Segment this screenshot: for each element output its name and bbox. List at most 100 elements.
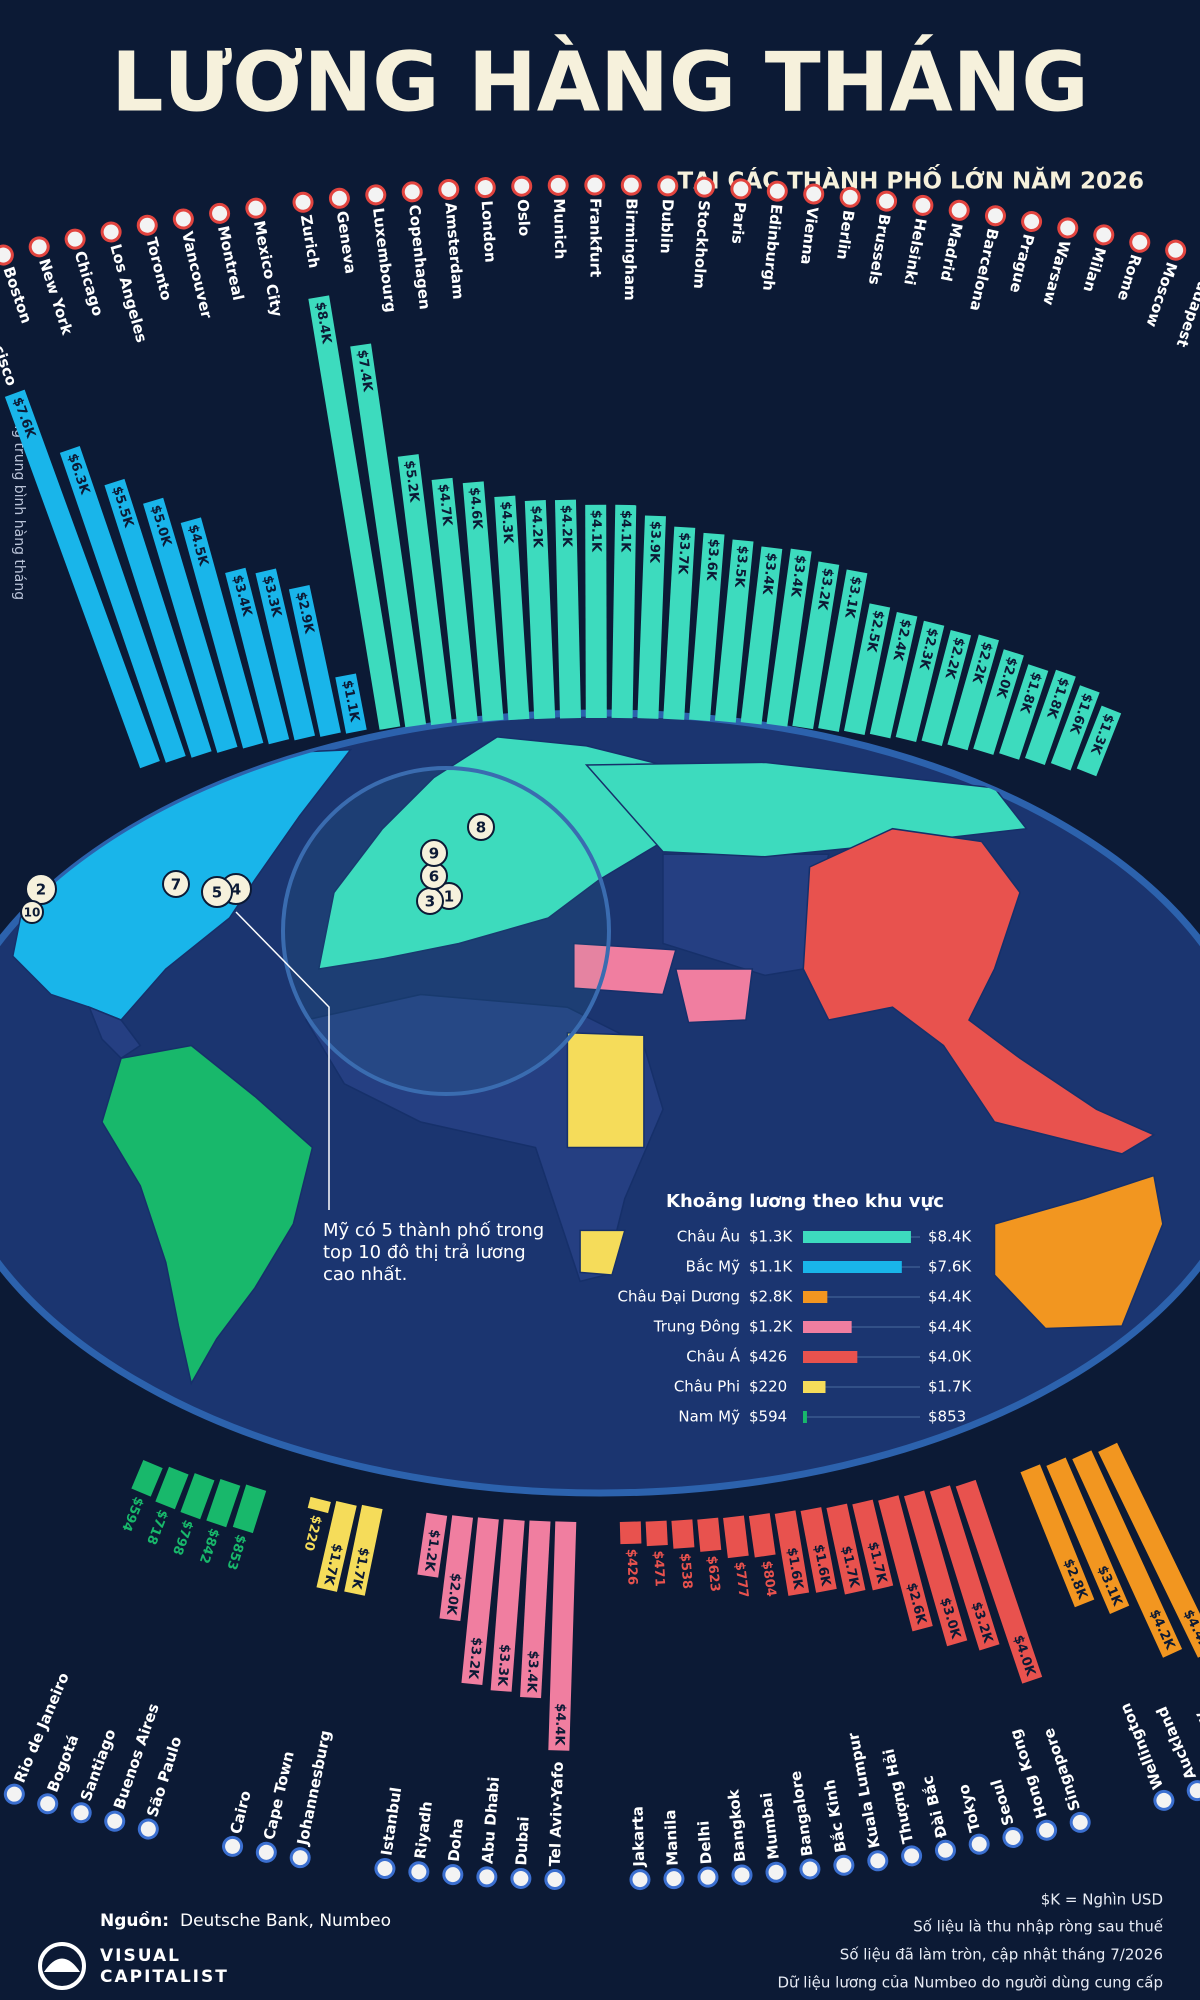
flag (328, 187, 350, 209)
bar (973, 649, 1024, 755)
note: Số liệu là thu nhập ròng sau thuế (913, 1918, 1164, 1936)
flag (657, 175, 679, 197)
bar (335, 673, 367, 734)
value-label: $7.4K (354, 349, 375, 394)
bar (462, 481, 504, 722)
city-label: Oslo (514, 199, 534, 237)
bar (520, 1520, 551, 1699)
bar (774, 1510, 810, 1596)
bar (929, 1485, 1000, 1651)
value-label: $3.4K (787, 554, 808, 599)
flag (731, 1864, 753, 1886)
source-label: Nguồn: (100, 1910, 169, 1931)
south-africa (579, 1229, 626, 1276)
bar (490, 1519, 525, 1692)
flag (245, 197, 267, 219)
city-label: Doha (445, 1817, 467, 1862)
logo-text: CAPITALIST (100, 1967, 229, 1987)
value-label: $538 (677, 1552, 695, 1589)
flag (867, 1850, 889, 1872)
bar (1020, 1464, 1095, 1608)
flag (934, 1839, 956, 1861)
bar (59, 446, 186, 763)
bar-group: $4.1K Birmingham (611, 174, 642, 719)
annotation: cao nhất. (323, 1264, 407, 1285)
rank-label: 4 (231, 881, 241, 899)
bar (585, 504, 607, 719)
flag (511, 175, 533, 197)
legend-min: $220 (749, 1378, 787, 1396)
flag (1069, 1811, 1091, 1833)
value-label: $4.4K (551, 1703, 567, 1747)
bar (417, 1512, 448, 1578)
rank-label: 7 (171, 876, 181, 894)
legend-label: Nam Mỹ (678, 1408, 740, 1426)
bar (697, 1517, 722, 1552)
bar-group: $3.6K Paris (689, 178, 752, 722)
bar (671, 1519, 695, 1549)
value-label: $4.6K (466, 487, 485, 531)
flag (584, 174, 606, 196)
bar (554, 499, 581, 719)
legend-label: Châu Đại Dương (618, 1288, 740, 1306)
legend-max: $853 (928, 1408, 966, 1426)
bar (766, 548, 812, 727)
flag (474, 177, 496, 199)
flag (901, 1845, 923, 1867)
city-label: Birmingham (621, 198, 641, 301)
value-label: $4.7K (435, 483, 454, 527)
legend-max: $1.7K (928, 1378, 972, 1396)
value-label: $3.2K (814, 567, 836, 612)
bar (316, 1501, 357, 1592)
arabia (674, 968, 754, 1024)
annotation-connector (235, 911, 330, 1210)
bar (869, 611, 918, 739)
city-label: Frankfurt (586, 198, 604, 277)
note: Dữ liệu lương của Numbeo do người dùng c… (777, 1974, 1163, 1992)
bar (1046, 1457, 1130, 1614)
bar (999, 664, 1049, 760)
flag (833, 1854, 855, 1876)
flag (374, 1858, 396, 1880)
flag (136, 214, 158, 236)
note: $K = Nghìn USD (1041, 1891, 1163, 1909)
bar (904, 1490, 968, 1647)
rank-label: 8 (476, 819, 486, 837)
bar (800, 1507, 837, 1593)
bar-group: $3.9K Dublin (637, 175, 679, 719)
flag (3, 1783, 25, 1805)
bar-group: $4.1K Frankfurt (584, 174, 607, 719)
legend-min: $1.2K (749, 1318, 793, 1336)
source-text: Deutsche Bank, Numbeo (180, 1911, 391, 1931)
city-label: Delhi (694, 1820, 715, 1865)
flag (1153, 1789, 1175, 1811)
rank-label: 5 (212, 884, 222, 902)
rank-label: 2 (36, 881, 46, 899)
bar (723, 1515, 749, 1559)
rank-label: 6 (429, 868, 439, 886)
value-label: $2.0K (443, 1572, 463, 1617)
value-label: $623 (704, 1555, 722, 1592)
bar (439, 1515, 474, 1622)
flag (766, 180, 788, 202)
legend: Khoảng lương theo khu vực Châu Âu $1.3K $8… (618, 1191, 973, 1426)
bar (350, 343, 427, 728)
value-label: $3.7K (675, 532, 692, 576)
flag (799, 1858, 821, 1880)
flag (1002, 1826, 1024, 1848)
legend-range-bar (803, 1261, 902, 1273)
flag (209, 202, 231, 224)
flag (629, 1869, 651, 1891)
legend-max: $4.4K (928, 1288, 972, 1306)
bar-group: $4.2K Oslo (511, 175, 556, 720)
bar (663, 526, 696, 720)
bar (344, 1504, 383, 1596)
city-label: Paris (728, 201, 749, 245)
flag (544, 1869, 566, 1891)
value-label: $4.1K (588, 510, 603, 553)
bar (1098, 1442, 1200, 1658)
flag (289, 1847, 311, 1869)
value-label: $3.6K (703, 538, 721, 582)
